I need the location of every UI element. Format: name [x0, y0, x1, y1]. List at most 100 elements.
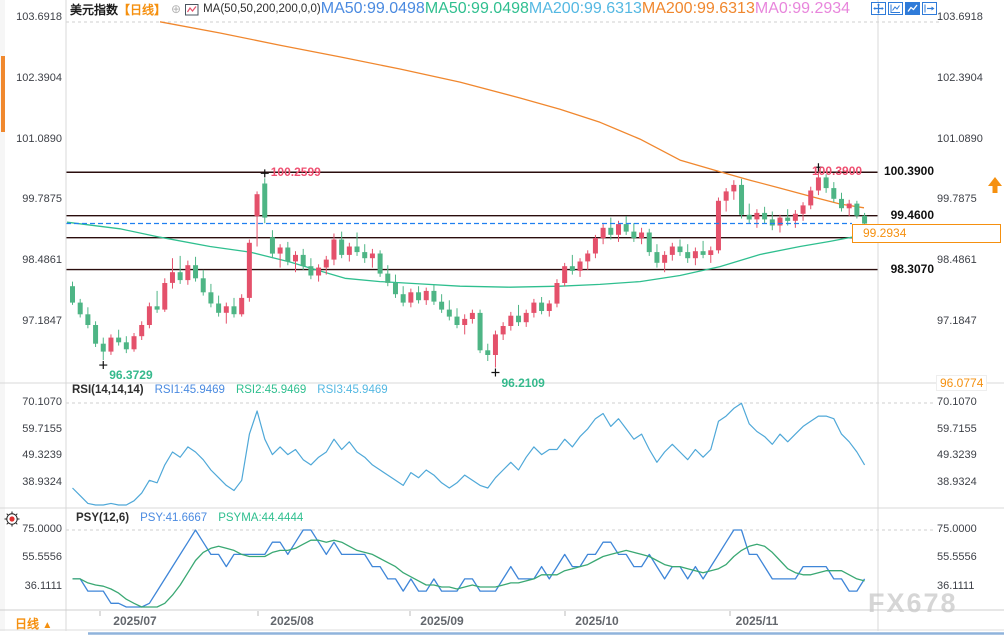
candle [477, 312, 483, 351]
rsi-axis-tick-left: 38.9324 [22, 476, 62, 488]
candle [746, 214, 752, 220]
psy-settings-icon[interactable] [2, 509, 22, 529]
candle [108, 337, 114, 352]
price-axis-tick-left: 102.3904 [16, 71, 62, 84]
psy-axis-tick-right: 55.5556 [937, 551, 977, 564]
ma-legend-item: MA50:99.0498 [424, 0, 529, 17]
candle [254, 194, 260, 217]
candle [269, 237, 275, 254]
candle [700, 251, 706, 255]
candle [708, 250, 714, 255]
candle [723, 191, 729, 201]
candle [777, 217, 783, 226]
ma-group-label[interactable]: MA(50,50,200,200,0,0) [203, 3, 321, 15]
candle [77, 302, 83, 315]
psy-axis-tick-right: 75.0000 [937, 523, 977, 535]
swing-high-label: 100.3900 [812, 164, 863, 179]
candle [792, 213, 798, 221]
candle [492, 334, 498, 355]
candle [516, 315, 522, 323]
candle [123, 342, 129, 350]
candle [762, 212, 768, 220]
psy-label[interactable]: PSY(12,6) [76, 512, 130, 524]
left-scroll-strip[interactable] [0, 0, 5, 631]
candle [631, 231, 637, 239]
swing-marker [814, 163, 823, 172]
period-tag[interactable]: 【日线】 [118, 2, 167, 17]
scroll-thumb[interactable] [1, 56, 5, 132]
candle [469, 312, 475, 319]
exit-right-icon[interactable] [922, 2, 937, 15]
candle [692, 251, 698, 259]
price-axis-tick-right: 98.4861 [937, 254, 977, 267]
swing-marker [491, 368, 500, 377]
rsi-legend-item: RSI3:45.9469 [317, 384, 388, 396]
candle [562, 266, 568, 283]
candle [615, 224, 621, 235]
candle [785, 217, 791, 221]
candle [854, 203, 860, 216]
candle [769, 219, 775, 226]
rsi-axis-tick-right: 59.7155 [937, 422, 977, 435]
price-axis-tick-right: 97.1847 [937, 315, 977, 327]
candle [662, 254, 668, 263]
candle [385, 273, 391, 283]
candle [216, 303, 222, 313]
psy-axis-tick-left: 36.1111 [24, 580, 62, 592]
rsi-axis-tick-right: 70.1070 [937, 396, 977, 408]
candle [362, 252, 368, 259]
rsi-axis-tick-left: 70.1070 [22, 396, 62, 408]
candle [331, 239, 337, 260]
circle-plus-icon[interactable]: ⊕ [171, 2, 182, 16]
current-price-box: 99.2934 [852, 224, 1001, 243]
date-axis-label: 2025/07 [113, 614, 157, 628]
range-low-label: 96.0774 [936, 375, 988, 391]
candle [569, 266, 575, 271]
axis-scale-icon[interactable] [888, 2, 903, 15]
swing-low-label: 96.3729 [109, 368, 153, 383]
candle [293, 254, 299, 262]
candle [346, 246, 352, 255]
candle [323, 259, 329, 268]
ma200-line [159, 21, 865, 209]
candle [85, 314, 91, 325]
psy-line [72, 529, 866, 608]
swing-low-label: 96.2109 [501, 375, 545, 390]
candle [815, 177, 821, 191]
candle [823, 177, 829, 189]
swing-high-label: 100.2599 [270, 165, 321, 180]
candle [185, 265, 191, 281]
date-axis-label: 2025/09 [420, 614, 464, 628]
candle [831, 188, 837, 199]
candle [246, 242, 252, 298]
candle [116, 337, 122, 343]
chart-toolbar [869, 2, 937, 15]
candle [454, 316, 460, 325]
candle [862, 215, 868, 224]
level-price-label: 99.4600 [890, 207, 934, 222]
ma-legend-item: MA200:99.6313 [528, 0, 642, 17]
candle [577, 261, 583, 271]
period-footer-tag[interactable]: 日线 ▲ [15, 615, 52, 632]
candle [369, 253, 375, 259]
candle [392, 283, 398, 295]
date-axis-label: 2025/10 [575, 614, 619, 628]
rsi-legend-item: RSI2:45.9469 [235, 384, 307, 396]
psy-axis-tick-left: 55.5556 [22, 551, 62, 564]
chart-mode-icon[interactable] [905, 2, 920, 15]
candle [846, 203, 852, 209]
rsi-label[interactable]: RSI(14,14,14) [72, 384, 144, 396]
price-axis-tick-left: 99.7875 [22, 193, 62, 206]
candle [808, 190, 814, 206]
ma-legend: MA50:99.0498 MA50:99.0498 MA200:99.6313 MA2… [321, 0, 850, 18]
candle [731, 184, 737, 192]
candle [523, 312, 529, 323]
candle [446, 309, 452, 317]
ma-legend-item: MA0:99.2934 [754, 0, 851, 17]
candle [285, 247, 291, 262]
date-axis-label: 2025/11 [735, 614, 779, 628]
pan-icon[interactable] [871, 2, 886, 15]
indicator-chart-icon[interactable] [185, 3, 199, 16]
watermark: FX678 [868, 588, 958, 618]
